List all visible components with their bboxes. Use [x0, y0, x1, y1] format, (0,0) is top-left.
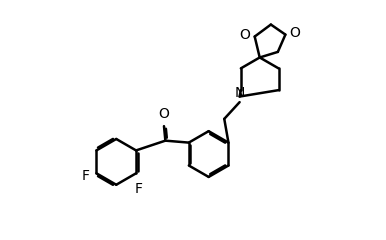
Text: O: O [290, 26, 300, 40]
Text: O: O [159, 107, 169, 121]
Text: N: N [234, 86, 245, 100]
Text: F: F [134, 182, 142, 196]
Text: F: F [82, 168, 90, 183]
Text: O: O [240, 28, 251, 42]
